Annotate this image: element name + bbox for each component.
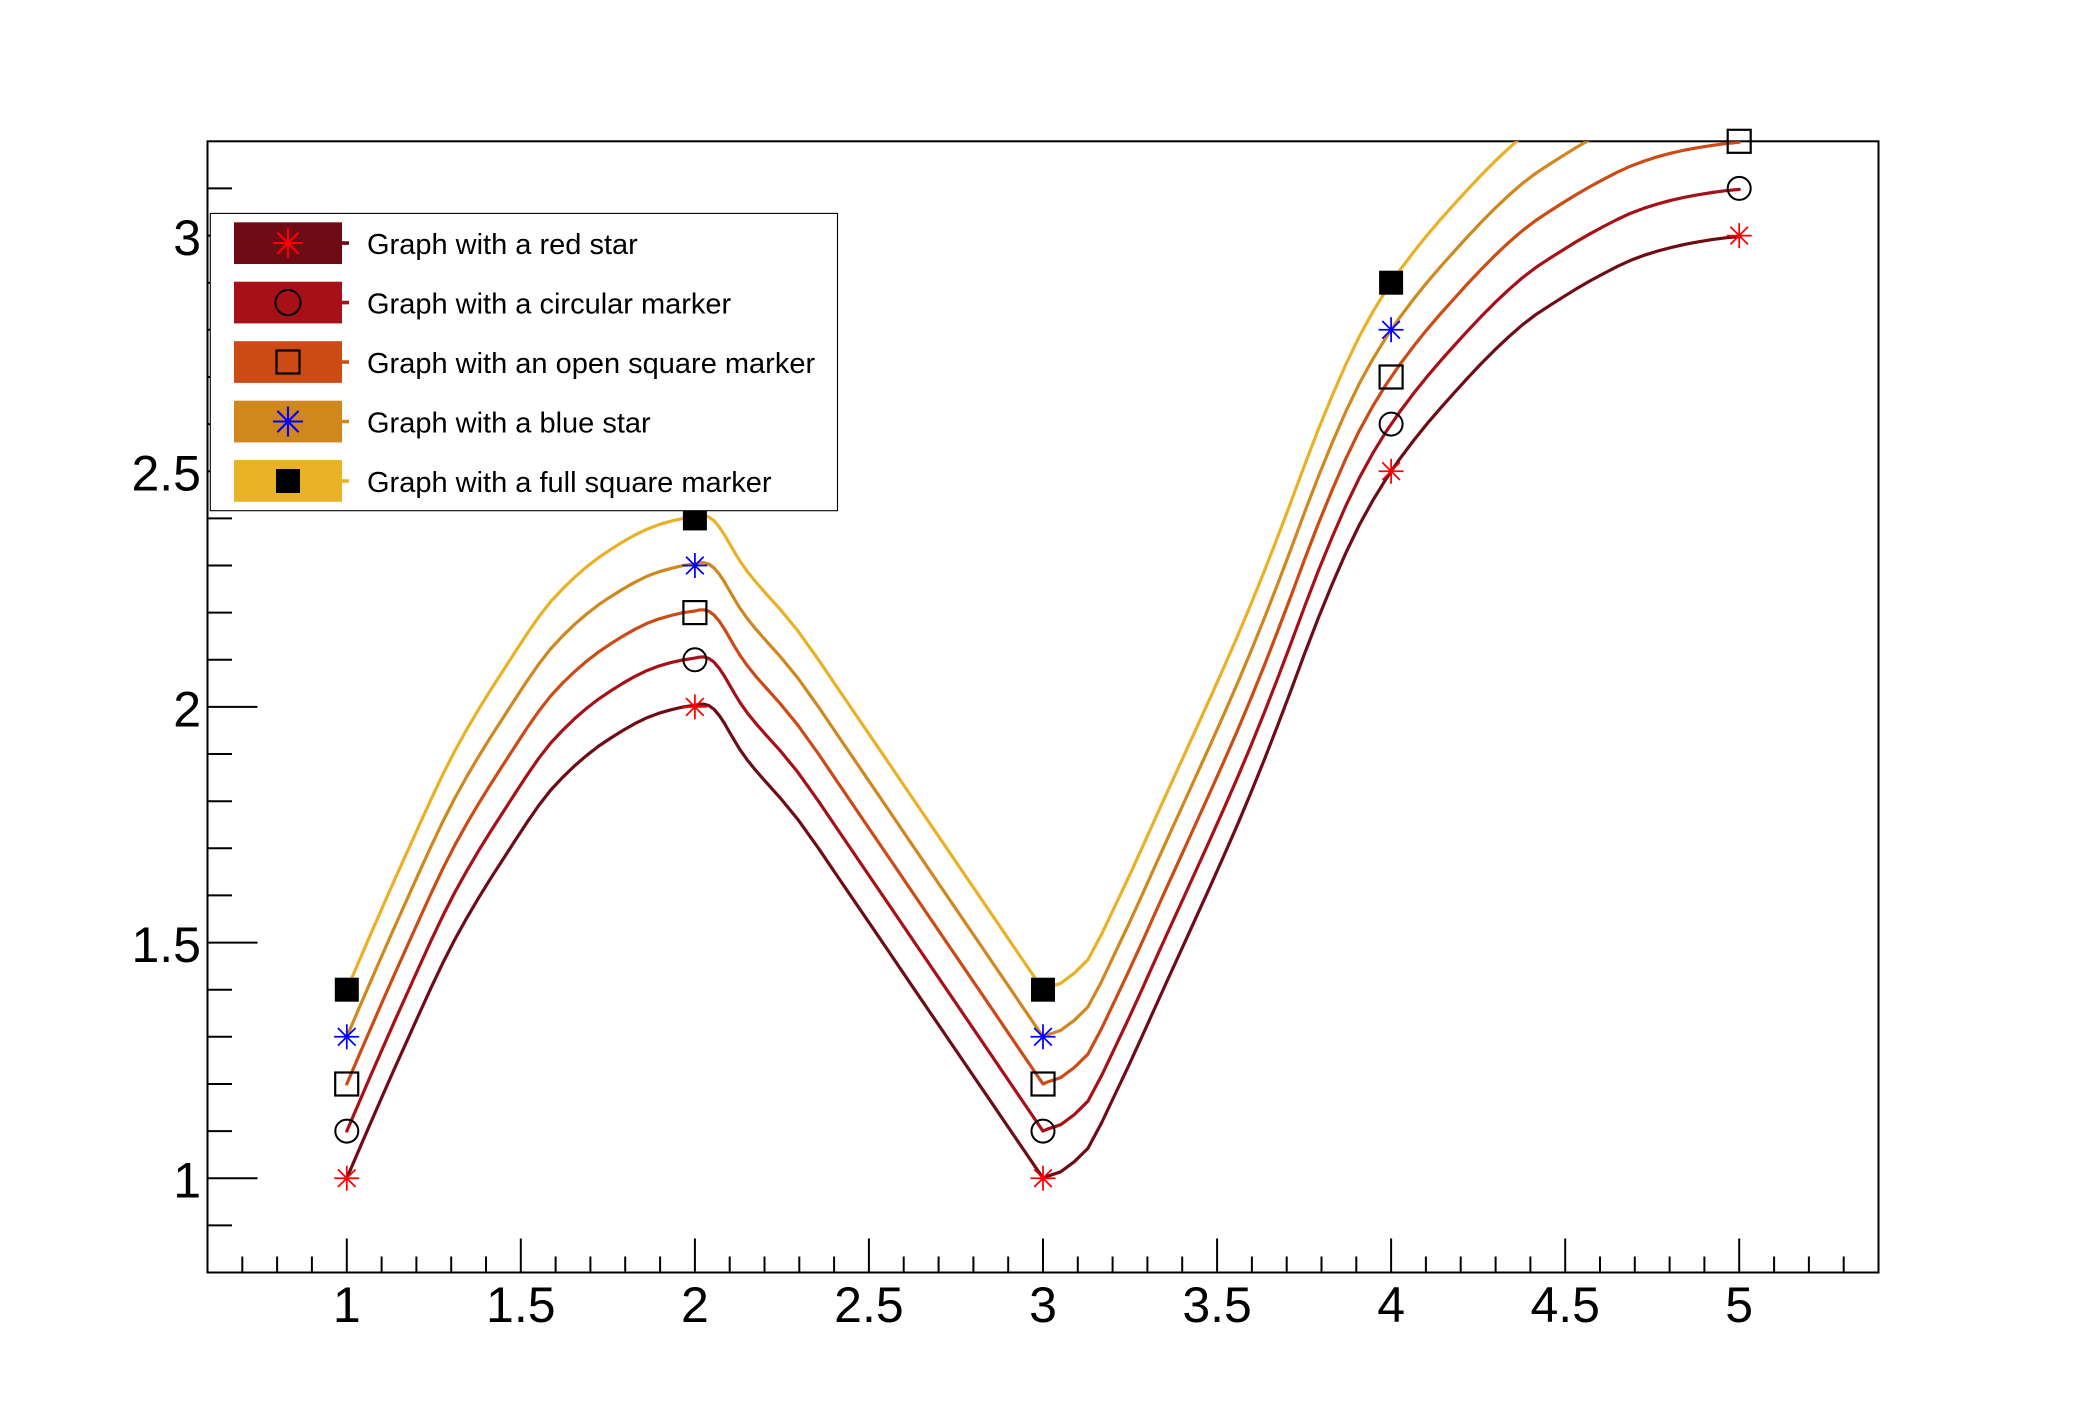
svg-text:4.5: 4.5	[1530, 1277, 1600, 1333]
svg-text:2: 2	[173, 681, 201, 737]
svg-text:1.5: 1.5	[131, 917, 201, 973]
svg-text:Graph with a circular marker: Graph with a circular marker	[367, 289, 732, 321]
svg-text:4: 4	[1377, 1277, 1405, 1333]
svg-text:1: 1	[173, 1153, 201, 1209]
svg-text:1.5: 1.5	[486, 1277, 556, 1333]
svg-text:Graph with a red star: Graph with a red star	[367, 229, 638, 261]
svg-text:1: 1	[333, 1277, 361, 1333]
svg-text:3: 3	[173, 210, 201, 266]
svg-text:Graph with a full square marke: Graph with a full square marker	[367, 467, 772, 499]
svg-text:2.5: 2.5	[834, 1277, 904, 1333]
svg-text:2: 2	[681, 1277, 709, 1333]
svg-text:5: 5	[1725, 1277, 1753, 1333]
svg-text:3: 3	[1029, 1277, 1057, 1333]
svg-text:Graph with a blue star: Graph with a blue star	[367, 408, 651, 440]
svg-text:Graph with an open square mark: Graph with an open square marker	[367, 348, 815, 380]
svg-text:2.5: 2.5	[131, 446, 201, 502]
svg-text:3.5: 3.5	[1182, 1277, 1252, 1333]
